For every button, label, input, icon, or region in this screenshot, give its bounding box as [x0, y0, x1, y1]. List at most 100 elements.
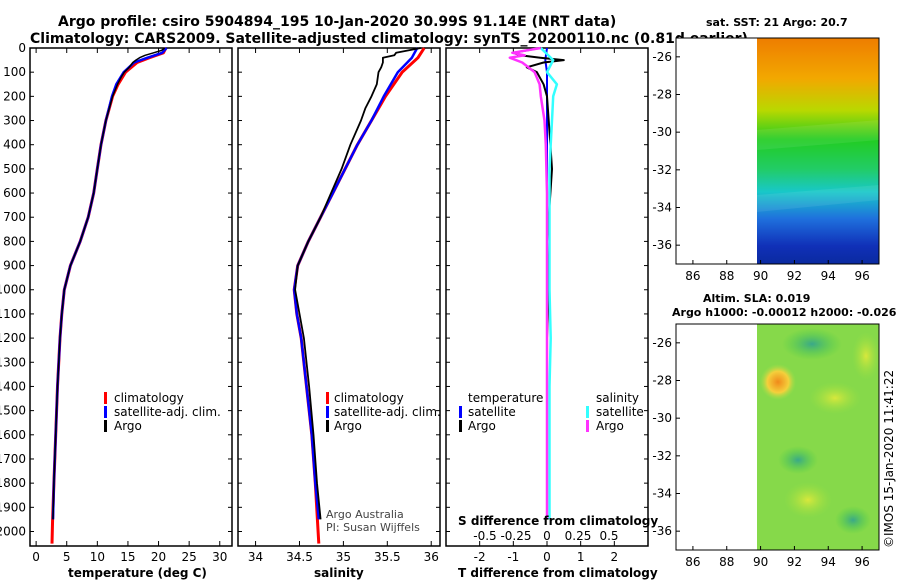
x-tick-label: 15	[120, 550, 135, 564]
depth-tick-label: 600	[3, 186, 26, 200]
sla-map-axes: 86 88 90 92 94 96 -26 -28 -30 -32 -34 -36	[652, 336, 869, 569]
depth-tick-label: 1500	[0, 404, 26, 418]
lon-tick-label: 92	[787, 555, 802, 569]
sla-map-title-line2: Argo h1000: -0.00012 h2000: -0.026	[672, 306, 897, 319]
temperature-xlabel: temperature (deg C)	[68, 566, 207, 580]
differences-panel: -2 -1 0 1 2 -0.5 -0.25 0 0.25 0.5 S difference fr…	[445, 46, 658, 580]
depth-tick-label: 200	[3, 89, 26, 103]
s-tick-label: -0.5	[473, 529, 496, 543]
lon-tick-label: 94	[821, 555, 836, 569]
lat-tick-label: -30	[652, 411, 672, 425]
lon-tick-label: 96	[854, 555, 869, 569]
x-tick-label: 0	[543, 550, 551, 564]
salinity-panel: 34 34.5 35 35.5 36 salinity climatology sate…	[237, 47, 441, 580]
x-tick-label: 20	[151, 550, 166, 564]
depth-tick-label: 1700	[0, 452, 26, 466]
lat-tick-label: -30	[652, 125, 672, 139]
sla-cool-anomaly	[778, 446, 818, 474]
sla-warm-anomaly	[760, 364, 796, 400]
lat-tick-label: -28	[652, 88, 672, 102]
sla-map-title-line1: Altim. SLA: 0.019	[703, 292, 810, 305]
lon-tick-label: 96	[854, 269, 869, 283]
sla-cool-anomaly	[835, 506, 871, 534]
series-satellite-adj-clim-	[51, 47, 168, 520]
differences-legend: temperature satellite Argo salinity sate…	[459, 391, 644, 433]
legend-satellite-label: satellite-adj. clim.	[114, 405, 221, 419]
legend-satellite-swatch	[104, 406, 107, 418]
sst-map-title: sat. SST: 21 Argo: 20.7	[706, 16, 848, 29]
depth-tick-label: 500	[3, 162, 26, 176]
s-tick-label: 0.25	[565, 529, 592, 543]
depth-tick-label: 1100	[0, 307, 26, 321]
depth-axis-ticks: 0 100 200 300 400 500 600 700 800 900 1000 1100 1200…	[0, 41, 648, 538]
sla-warm-anomaly	[784, 482, 832, 518]
depth-tick-label: 800	[3, 234, 26, 248]
salinity-xlabel: salinity	[314, 566, 364, 580]
legend-satellite-label: satellite-adj. clim.	[334, 405, 441, 419]
depth-tick-label: 100	[3, 65, 26, 79]
x-tick-label: 34.5	[286, 550, 313, 564]
legend-argo-label: Argo	[334, 419, 362, 433]
series-climatology	[50, 47, 168, 544]
legend-satellite-swatch	[326, 406, 329, 418]
t-difference-xlabel: T difference from climatology	[458, 566, 658, 580]
depth-tick-label: 2000	[0, 524, 26, 538]
x-tick-label: -1	[507, 550, 519, 564]
legend-t-satellite-label: satellite	[468, 405, 516, 419]
lon-tick-label: 86	[685, 555, 700, 569]
lon-tick-label: 90	[753, 555, 768, 569]
s-tick-label: -0.25	[500, 529, 531, 543]
depth-tick-label: 1600	[0, 428, 26, 442]
depth-tick-label: 1000	[0, 283, 26, 297]
lat-tick-label: -32	[652, 449, 672, 463]
sla-map-panel: Altim. SLA: 0.019 Argo h1000: -0.00012 h…	[652, 292, 896, 569]
legend-t-argo-swatch	[459, 420, 462, 432]
series-temperature-argo	[512, 47, 565, 520]
sst-heatmap	[757, 38, 879, 264]
depth-tick-label: 1200	[0, 331, 26, 345]
depth-tick-label: 900	[3, 259, 26, 273]
depth-tick-label: 1300	[0, 355, 26, 369]
sla-warm-anomaly	[809, 382, 861, 414]
x-tick-label: 0	[32, 550, 40, 564]
legend-s-satellite-label: satellite	[596, 405, 644, 419]
lon-tick-label: 94	[821, 269, 836, 283]
salinity-plot-area: 34 34.5 35 35.5 36	[248, 47, 439, 564]
sst-map-frame	[675, 37, 880, 265]
depth-tick-label: 400	[3, 138, 26, 152]
x-tick-label: 34	[248, 550, 263, 564]
lat-tick-label: -36	[652, 238, 672, 252]
lon-tick-label: 88	[719, 269, 734, 283]
legend-climatology-label: climatology	[334, 391, 404, 405]
sla-cool-anomaly	[782, 328, 842, 360]
legend-s-argo-label: Argo	[596, 419, 624, 433]
x-tick-label: 2	[611, 550, 619, 564]
x-tick-label: 30	[212, 550, 227, 564]
salinity-legend: climatology satellite-adj. clim. Argo	[326, 391, 441, 433]
series-satellite-adj-clim-	[292, 47, 419, 520]
legend-argo-swatch	[326, 420, 329, 432]
legend-climatology-label: climatology	[114, 391, 184, 405]
lat-tick-label: -26	[652, 336, 672, 350]
figure-title-line2: Climatology: CARS2009. Satellite-adjuste…	[30, 31, 748, 47]
series-salinity-argo	[508, 46, 549, 520]
s-difference-label: S difference from climatology	[458, 514, 658, 528]
sst-map-panel: sat. SST: 21 Argo: 20.7 86 88 90 92 94 96 -26 -…	[652, 16, 880, 283]
x-tick-label: 10	[90, 550, 105, 564]
lon-tick-label: 88	[719, 555, 734, 569]
legend-salinity-title: salinity	[596, 391, 639, 405]
lon-tick-label: 92	[787, 269, 802, 283]
temperature-plot-area: 0 5 10 15 20 25 30	[32, 47, 227, 564]
lat-tick-label: -26	[652, 50, 672, 64]
lon-tick-label: 90	[753, 269, 768, 283]
legend-s-satellite-swatch	[586, 406, 589, 418]
sla-warm-anomaly	[852, 332, 880, 380]
x-tick-label: -2	[474, 550, 486, 564]
series-salinity-satellite	[539, 47, 559, 520]
lat-tick-label: -32	[652, 163, 672, 177]
legend-climatology-swatch	[104, 392, 107, 404]
salinity-plot-frame	[237, 47, 441, 547]
x-tick-label: 5	[63, 550, 71, 564]
sst-noise-overlay	[757, 120, 879, 212]
temperature-plot-frame	[29, 47, 233, 547]
